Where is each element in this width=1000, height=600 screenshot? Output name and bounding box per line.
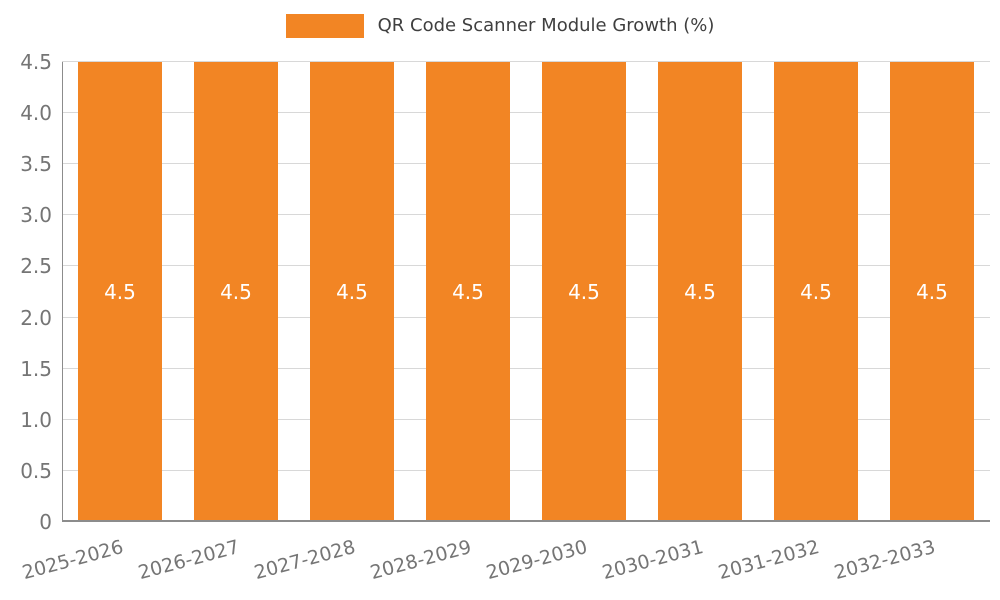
bar: 4.5 bbox=[658, 62, 742, 522]
gridline bbox=[62, 469, 990, 471]
bar-slot: 4.5 bbox=[410, 62, 526, 522]
bar-slot: 4.5 bbox=[758, 62, 874, 522]
gridlines bbox=[62, 61, 990, 522]
bar-value-label: 4.5 bbox=[684, 280, 716, 304]
bar-value-label: 4.5 bbox=[104, 280, 136, 304]
bar-value-label: 4.5 bbox=[800, 280, 832, 304]
bar-value-label: 4.5 bbox=[220, 280, 252, 304]
bar: 4.5 bbox=[194, 62, 278, 522]
x-axis-line bbox=[62, 520, 990, 522]
x-axis-labels: 2025-2026 2026-2027 2027-2028 2028-2029 2029… bbox=[20, 526, 990, 600]
y-tick-label: 3.5 bbox=[20, 152, 52, 177]
y-axis-line bbox=[62, 62, 63, 522]
y-tick-label: 1.5 bbox=[20, 356, 52, 381]
bar: 4.5 bbox=[426, 62, 510, 522]
y-tick-label: 4.5 bbox=[20, 50, 52, 74]
bar-slot: 4.5 bbox=[294, 62, 410, 522]
gridline bbox=[62, 316, 990, 318]
y-tick-label: 0 bbox=[39, 510, 52, 534]
gridline bbox=[62, 418, 990, 420]
bar: 4.5 bbox=[542, 62, 626, 522]
y-tick-label: 2.0 bbox=[20, 305, 52, 330]
y-tick-label: 4.0 bbox=[20, 101, 52, 126]
bar-value-label: 4.5 bbox=[452, 280, 484, 304]
y-tick-label: 3.0 bbox=[20, 203, 52, 228]
gridline bbox=[62, 163, 990, 165]
bar-value-label: 4.5 bbox=[568, 280, 600, 304]
bar: 4.5 bbox=[310, 62, 394, 522]
legend-swatch bbox=[285, 14, 364, 38]
bar: 4.5 bbox=[774, 62, 858, 522]
y-axis-labels: 0 0.5 1.0 1.5 2.0 2.5 3.0 3.5 4.0 4.5 bbox=[0, 52, 52, 532]
gridline bbox=[62, 367, 990, 369]
gridline bbox=[62, 112, 990, 114]
y-tick-label: 0.5 bbox=[20, 458, 52, 483]
bar: 4.5 bbox=[890, 62, 974, 522]
y-tick-label: 1.0 bbox=[20, 407, 52, 432]
bar-slot: 4.5 bbox=[874, 62, 990, 522]
legend: QR Code Scanner Module Growth (%) bbox=[0, 14, 1000, 38]
bar-slot: 4.5 bbox=[62, 62, 178, 522]
bars: 4.5 4.5 4.5 4.5 4.5 4.5 4.5 4.5 bbox=[62, 62, 990, 522]
gridline bbox=[62, 214, 990, 216]
gridline bbox=[62, 265, 990, 267]
gridline bbox=[62, 61, 990, 62]
plot-area: 4.5 4.5 4.5 4.5 4.5 4.5 4.5 4.5 bbox=[62, 61, 990, 522]
chart-title: QR Code Scanner Module Growth (%) bbox=[377, 15, 715, 36]
bar-slot: 4.5 bbox=[642, 62, 758, 522]
bar-slot: 4.5 bbox=[526, 62, 642, 522]
bar-value-label: 4.5 bbox=[336, 280, 368, 304]
bar-slot: 4.5 bbox=[178, 62, 294, 522]
bar-value-label: 4.5 bbox=[916, 280, 948, 304]
bar: 4.5 bbox=[78, 62, 162, 522]
y-tick-label: 2.5 bbox=[20, 254, 52, 279]
